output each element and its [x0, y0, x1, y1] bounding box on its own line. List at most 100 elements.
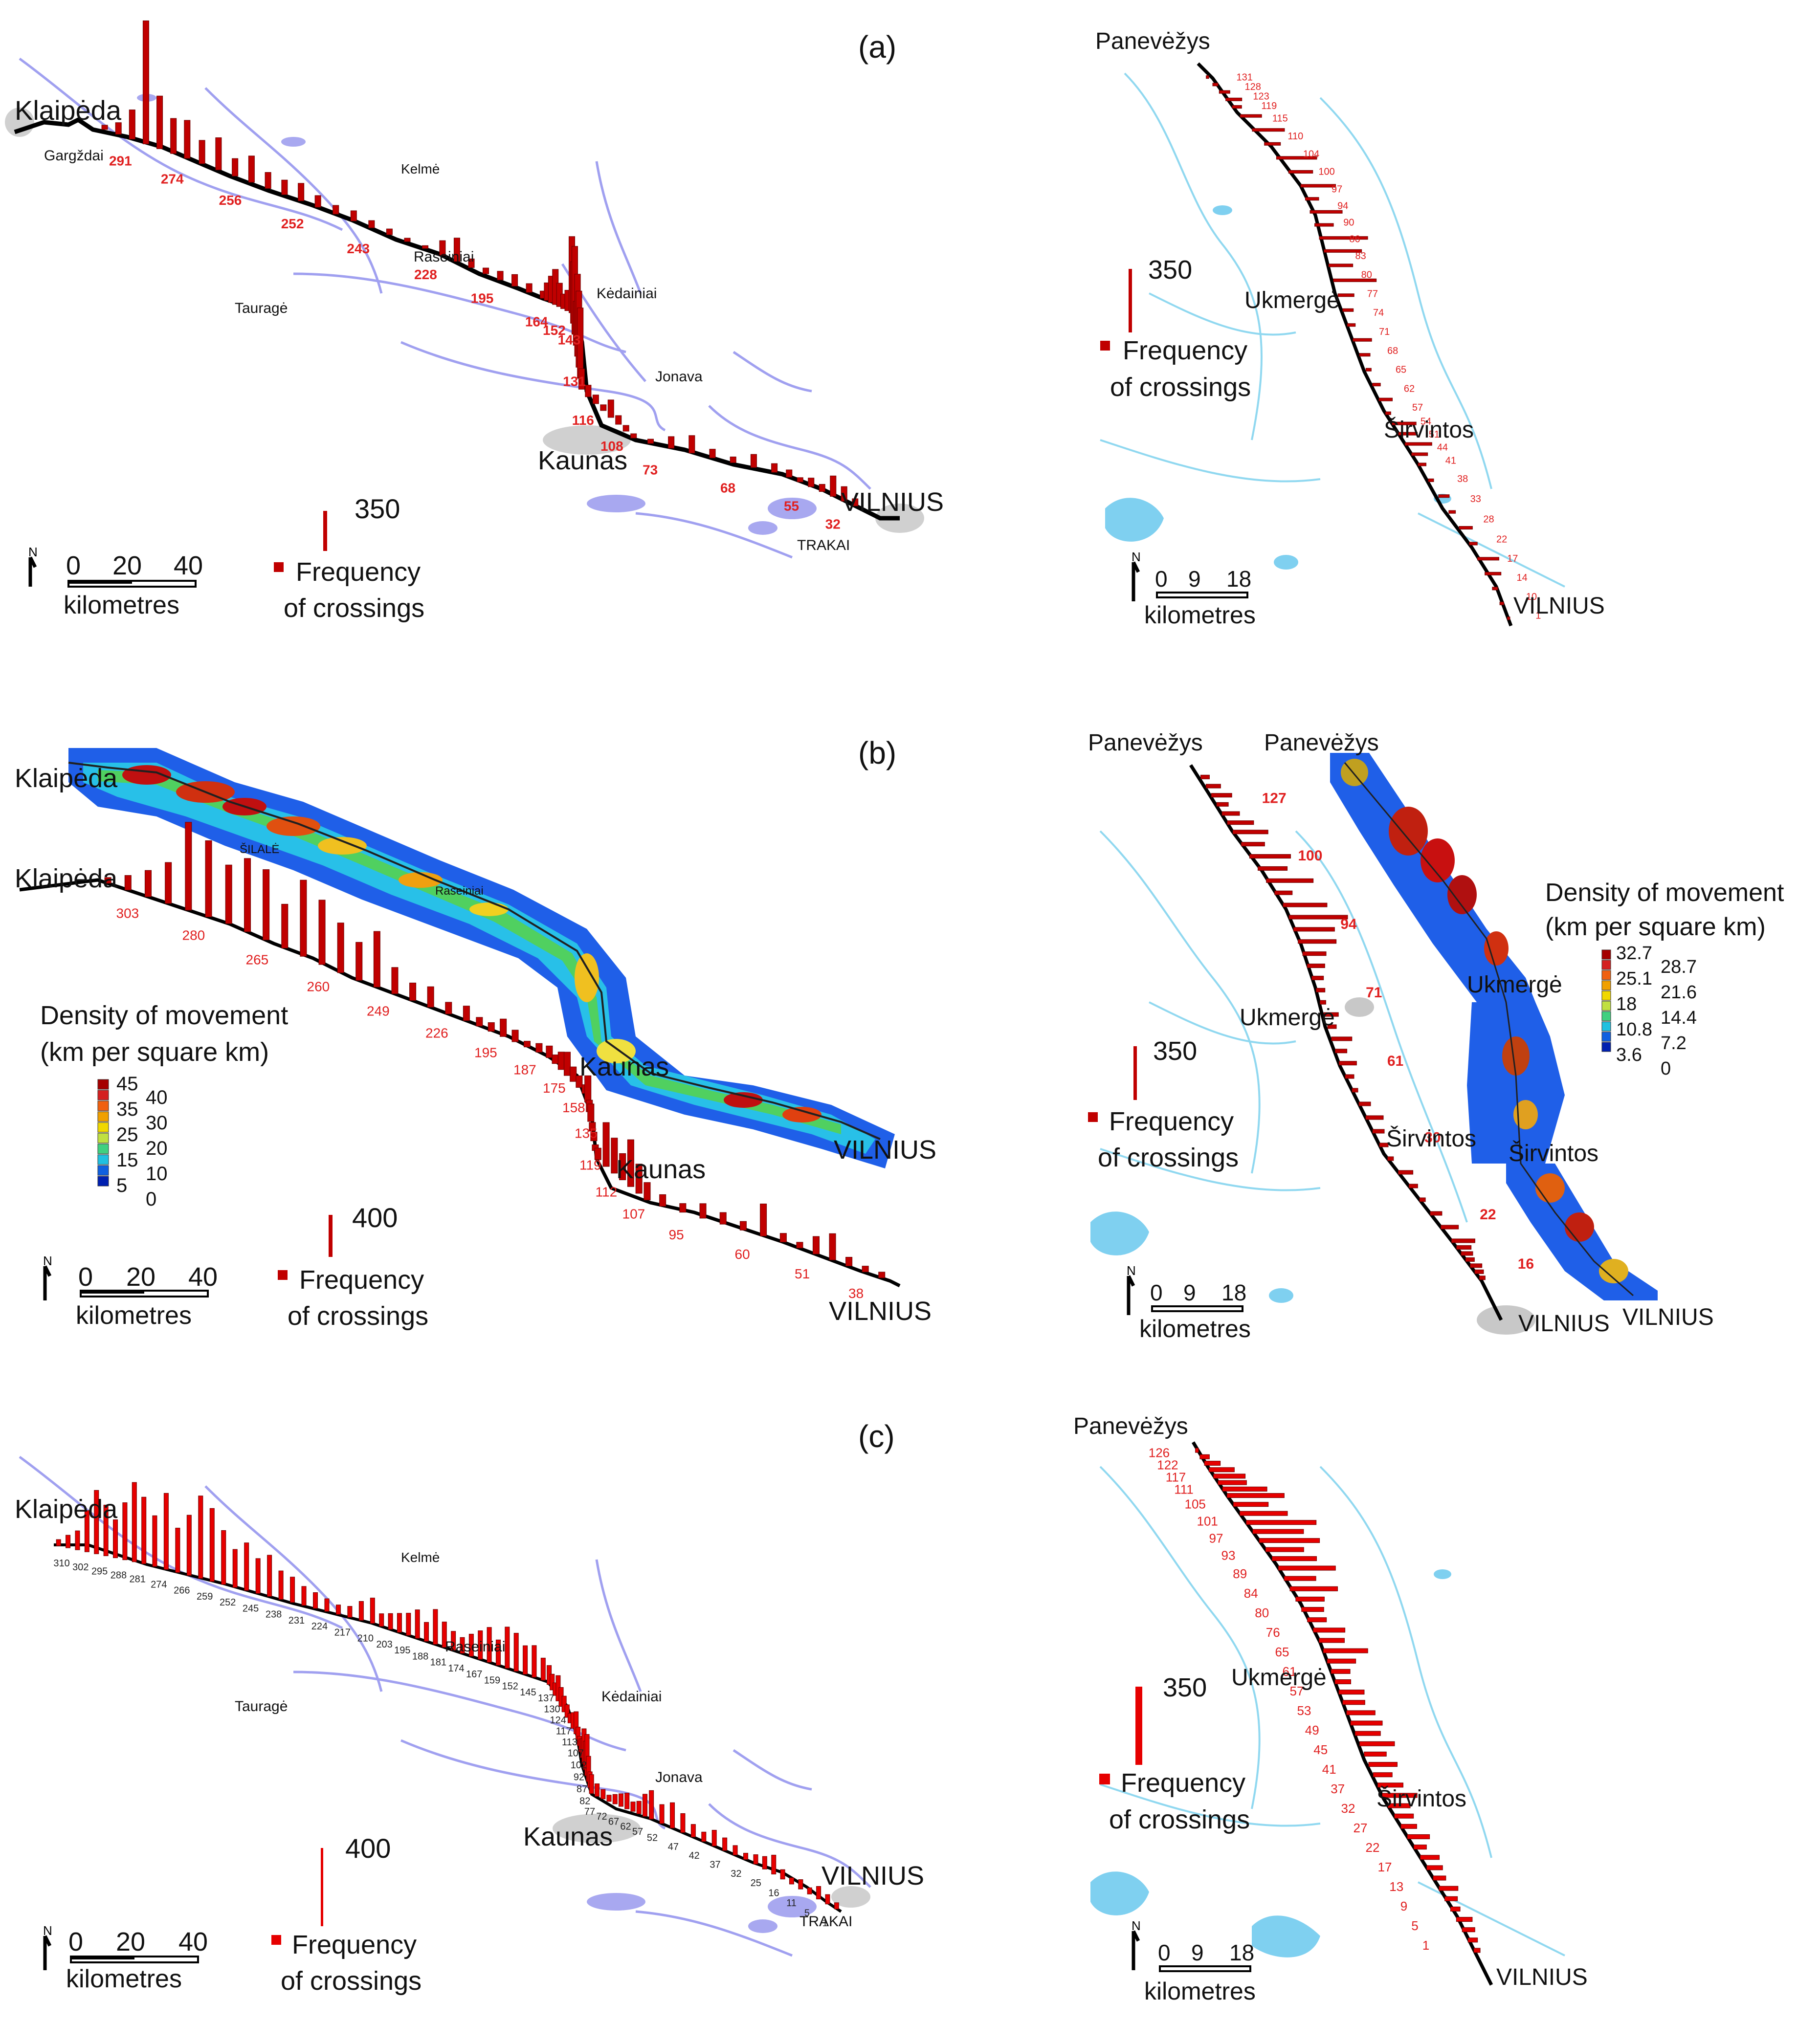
- a2-km-label: 10: [1526, 592, 1537, 602]
- b-city-label: Kaunas: [579, 1052, 669, 1081]
- legend-value-a2: 350: [1148, 255, 1192, 285]
- c-bar: [680, 1813, 686, 1833]
- b-bar: [627, 1139, 634, 1187]
- b-km-label: 95: [669, 1227, 684, 1242]
- km-labels-c2: 1261221171111051019793898480766561575349…: [1149, 1446, 1429, 1953]
- density-legend-label-b2: 7.2: [1661, 1033, 1687, 1054]
- a-bar: [830, 475, 837, 497]
- c2-km-label: 117: [1166, 1470, 1186, 1485]
- density-legend-label-b: 5: [116, 1175, 127, 1196]
- a2-km-label: 83: [1355, 251, 1366, 262]
- c-km-label: 238: [266, 1609, 282, 1620]
- a-bar: [468, 258, 475, 268]
- a-bar: [607, 399, 614, 418]
- c2-km-label: 80: [1255, 1605, 1269, 1620]
- a-km-label: 291: [109, 154, 132, 169]
- density-legend-label-b: 15: [116, 1149, 138, 1171]
- a-bar: [453, 238, 460, 262]
- a2-bar: [1305, 197, 1319, 201]
- density-legend-swatch-b: [97, 1154, 109, 1165]
- c2-bar: [1252, 1529, 1304, 1534]
- legend-text2-a2: of crossings: [1110, 373, 1251, 402]
- a-bar: [439, 240, 446, 256]
- c-km-label: 217: [334, 1627, 351, 1638]
- scalebar-b2: N 0 9 18 kilometres: [1127, 1263, 1251, 1342]
- b2-city-label: Širvintos: [1509, 1140, 1598, 1166]
- a-city-label: Kaunas: [538, 446, 627, 475]
- c-bar: [771, 1854, 777, 1874]
- route-line-c2: [1191, 1441, 1493, 1986]
- density-legend-swatch-b: [97, 1165, 109, 1176]
- b-bar: [602, 1122, 610, 1167]
- b2-bar: [1221, 811, 1240, 816]
- c-bar: [495, 1639, 501, 1666]
- scale-unit-a: kilometres: [64, 591, 179, 619]
- a2-km-label: 115: [1272, 113, 1288, 124]
- b-city-label: ŠILALĖ: [240, 842, 279, 856]
- c2-bar: [1226, 1493, 1285, 1498]
- a2-km-label: 80: [1361, 270, 1372, 281]
- c-bar: [589, 1774, 594, 1794]
- c-km-label: 259: [197, 1591, 213, 1602]
- density-legend-labels-b2: 32.7 25.1 18 10.8 3.6 28.7 21.6 14.4 7.2 0: [1616, 943, 1697, 1079]
- c-km-label: 224: [311, 1621, 328, 1632]
- c-bar: [600, 1789, 606, 1800]
- a-km-label: 274: [161, 172, 184, 187]
- c2-bar: [1426, 1865, 1443, 1870]
- a2-km-label: 38: [1457, 474, 1468, 484]
- c-km-label: 87: [577, 1784, 587, 1795]
- c2-km-label: 105: [1185, 1497, 1206, 1512]
- c2-km-label: 84: [1244, 1586, 1258, 1601]
- a-bar: [688, 435, 695, 454]
- c-bar: [433, 1609, 438, 1645]
- b2-km-label: 22: [1480, 1207, 1496, 1223]
- c2-bar: [1387, 1803, 1411, 1808]
- c2-bar: [1278, 1565, 1336, 1571]
- a2-km-label: 86: [1349, 234, 1360, 244]
- c-bar: [798, 1879, 803, 1890]
- c2-bar: [1295, 1596, 1325, 1602]
- a-city-label: Kėdainiai: [597, 286, 657, 302]
- scalebar-a: N 0 20 40 kilometres: [28, 545, 203, 619]
- c2-bar: [1444, 1896, 1458, 1901]
- a2-bar: [1212, 83, 1219, 87]
- a-km-label: 73: [643, 462, 658, 477]
- b2-bar: [1227, 820, 1254, 825]
- c-bar: [84, 1510, 89, 1552]
- b-km-label: 260: [307, 979, 330, 994]
- city-labels-b: Klaipėda Klaipėda ŠILALĖ Raseiniai Kaunas Kau…: [15, 764, 936, 1326]
- b2-bar: [1232, 830, 1268, 835]
- c-bar: [255, 1558, 261, 1594]
- a2-bar: [1365, 368, 1372, 372]
- b2-bar: [1387, 1156, 1394, 1161]
- a2-km-label: 33: [1470, 494, 1481, 505]
- b-bar: [124, 875, 132, 891]
- c2-bar: [1239, 1511, 1288, 1516]
- c-km-label: 57: [632, 1826, 643, 1837]
- a-bar: [730, 456, 736, 463]
- a-city-label: Jonava: [655, 369, 703, 385]
- c2-km-label: 13: [1389, 1879, 1403, 1894]
- scalebar-a2: N 0 9 18 kilometres: [1132, 550, 1256, 629]
- c-bar: [523, 1645, 528, 1675]
- c-bar: [267, 1555, 272, 1597]
- legend-swatch-c: [271, 1935, 281, 1945]
- a-bar: [592, 395, 599, 404]
- km-labels-b2: 127 100 94 71 61 30 22 16: [1262, 791, 1534, 1273]
- b-bar: [500, 1018, 507, 1037]
- a-bar: [350, 210, 357, 221]
- b-bar: [699, 1203, 707, 1219]
- b-city-label: VILNIUS: [834, 1135, 936, 1165]
- a2-bar: [1240, 114, 1262, 118]
- a-bar: [585, 385, 592, 397]
- c-bar: [732, 1845, 738, 1855]
- b-bar: [570, 1066, 577, 1082]
- b2-bar: [1372, 1129, 1385, 1134]
- c2-bar: [1338, 1690, 1365, 1695]
- legend-text1-a: Frequency: [296, 557, 421, 587]
- b2-bar: [1398, 1170, 1414, 1175]
- c-bar: [834, 1902, 839, 1910]
- a-km-label: 68: [720, 480, 735, 495]
- c2-km-label: 76: [1266, 1625, 1280, 1640]
- legend-value-b: 400: [352, 1202, 398, 1233]
